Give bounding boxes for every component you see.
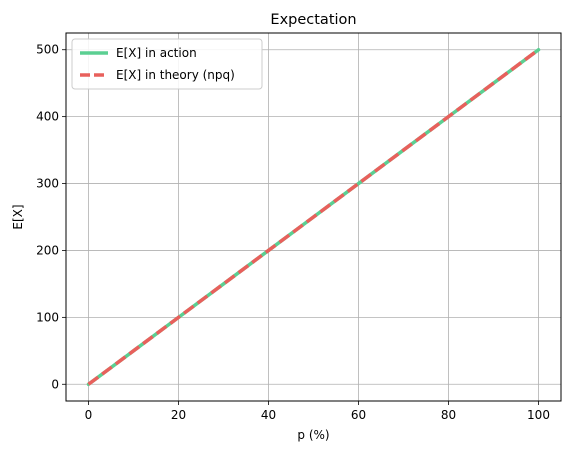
grid (66, 33, 561, 401)
x-tick-label: 100 (527, 408, 550, 422)
y-tick-label: 500 (36, 43, 59, 57)
plot-frame (65, 32, 562, 402)
legend-label-1: E[X] in action (116, 46, 197, 60)
x-tick-label: 20 (171, 408, 186, 422)
legend-label-2: E[X] in theory (npq) (116, 68, 235, 82)
x-tick-label: 80 (441, 408, 456, 422)
series-line-2 (87, 48, 540, 386)
y-tick-label: 100 (36, 310, 59, 324)
y-axis-label: E[X] (11, 204, 25, 229)
y-tick-label: 200 (36, 243, 59, 257)
y-tick-label: 300 (36, 177, 59, 191)
series-group (86, 47, 541, 387)
x-tick-label: 40 (261, 408, 276, 422)
x-axis-label: p (%) (297, 428, 329, 442)
x-tick-label: 60 (351, 408, 366, 422)
legend-box (71, 38, 263, 90)
y-tick-label: 0 (51, 377, 59, 391)
x-tick-label: 0 (85, 408, 93, 422)
ticks: 0 20 40 60 80 100 0 100 200 300 400 500 (36, 43, 550, 422)
y-tick-label: 400 (36, 110, 59, 124)
legend: E[X] in action E[X] in theory (npq) (71, 38, 263, 90)
chart-title: Expectation (270, 12, 356, 28)
